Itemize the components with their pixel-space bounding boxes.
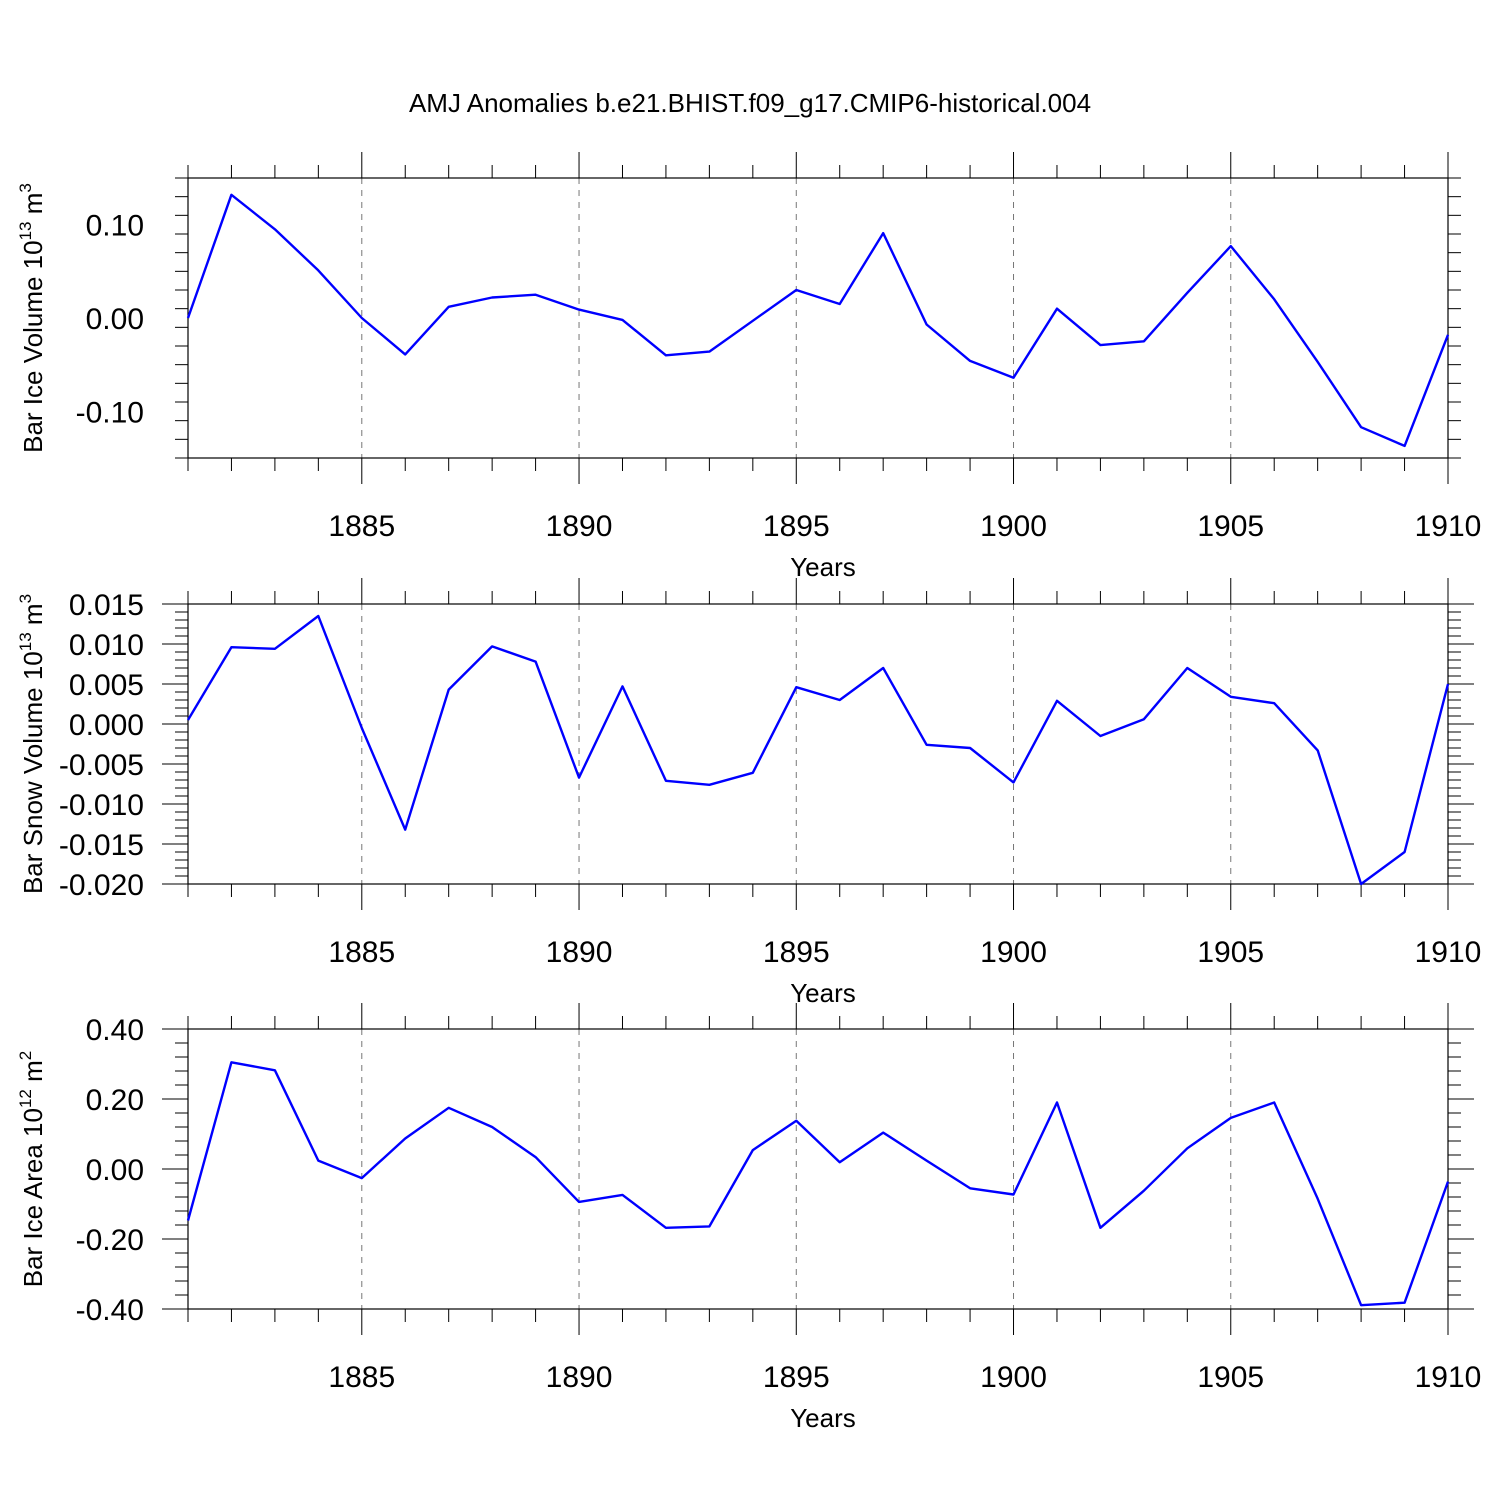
plot-frame xyxy=(187,603,1449,885)
chart-panel-3: 0.40 0.20 0.00 -0.20 -0.40 1885 1890 1895 1900 19… xyxy=(16,1003,1481,1433)
y-tick-label: 0.20 xyxy=(86,1084,144,1117)
series-line xyxy=(186,193,1450,448)
x-tick-label: 1900 xyxy=(980,1361,1047,1394)
y-tick-label: -0.10 xyxy=(76,396,144,429)
x-tick-label: 1895 xyxy=(763,510,830,543)
y-tick-label: -0.010 xyxy=(59,789,144,822)
x-axis-label: Years xyxy=(790,1403,856,1433)
x-tick-label: 1895 xyxy=(763,1361,830,1394)
x-tick-label: 1885 xyxy=(328,510,395,543)
x-tick-label: 1885 xyxy=(328,1361,395,1394)
x-tick-label: 1910 xyxy=(1415,1361,1482,1394)
y-tick-label: -0.020 xyxy=(59,869,144,902)
y-tick-label: 0.40 xyxy=(86,1014,144,1047)
y-tick-label: -0.005 xyxy=(59,749,144,782)
y-tick-label: 0.000 xyxy=(69,709,144,742)
x-tick-label: 1905 xyxy=(1197,936,1264,969)
x-tick-label: 1895 xyxy=(763,936,830,969)
y-axis-label: Bar Snow Volume 1013 m3 xyxy=(16,594,48,894)
chart-panel-2: 0.015 0.010 0.005 0.000 -0.005 -0.010 -0.015 -0… xyxy=(16,578,1481,1008)
x-tick-label: 1900 xyxy=(980,936,1047,969)
x-tick-label: 1890 xyxy=(546,510,613,543)
plot-frame xyxy=(187,1028,1449,1310)
y-tick-label: 0.010 xyxy=(69,629,144,662)
x-axis-label: Years xyxy=(790,552,856,582)
x-tick-label: 1910 xyxy=(1415,510,1482,543)
y-tick-label: 0.10 xyxy=(86,210,144,243)
y-tick-label: 0.00 xyxy=(86,1154,144,1187)
x-axis-label: Years xyxy=(790,978,856,1008)
y-tick-label: -0.40 xyxy=(76,1294,144,1327)
x-tick-label: 1900 xyxy=(980,510,1047,543)
figure-title: AMJ Anomalies b.e21.BHIST.f09_g17.CMIP6-… xyxy=(408,88,1092,118)
x-tick-label: 1890 xyxy=(546,936,613,969)
y-tick-label: -0.20 xyxy=(76,1224,144,1257)
x-tick-label: 1910 xyxy=(1415,936,1482,969)
y-axis-label: Bar Ice Area 1012 m2 xyxy=(16,1051,48,1288)
x-tick-label: 1905 xyxy=(1197,510,1264,543)
plot-frame xyxy=(187,177,1449,459)
series-line xyxy=(186,614,1450,886)
x-tick-label: 1905 xyxy=(1197,1361,1264,1394)
y-tick-label: -0.015 xyxy=(59,829,144,862)
y-axis-label: Bar Ice Volume 1013 m3 xyxy=(16,183,48,453)
series-line xyxy=(186,1061,1450,1307)
x-tick-label: 1885 xyxy=(328,936,395,969)
y-tick-label: 0.015 xyxy=(69,589,144,622)
y-tick-label: 0.00 xyxy=(86,303,144,336)
y-tick-label: 0.005 xyxy=(69,669,144,702)
x-tick-label: 1890 xyxy=(546,1361,613,1394)
chart-panel-1: 0.10 0.00 -0.10 1885 1890 1895 1900 1905 1910 Yea… xyxy=(16,152,1481,582)
